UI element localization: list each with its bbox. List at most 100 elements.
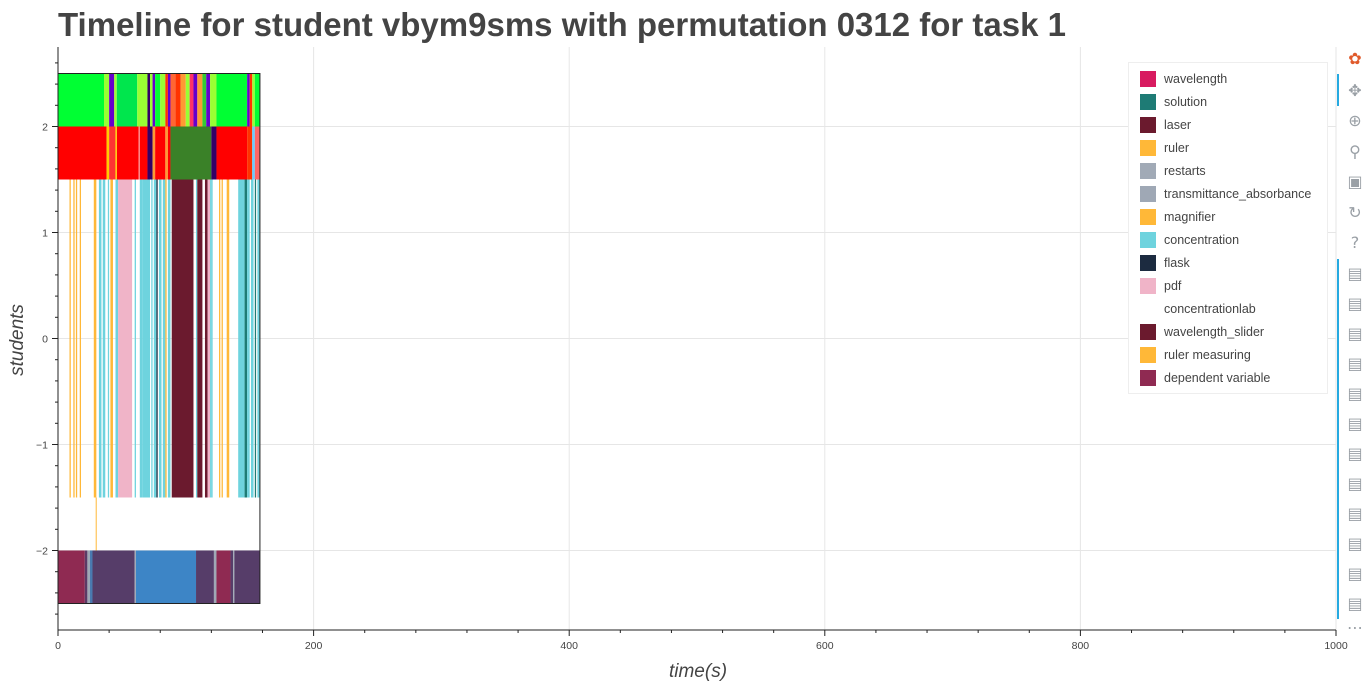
help-tool-icon[interactable]: ? bbox=[1350, 232, 1360, 252]
timeline-segment bbox=[216, 550, 231, 604]
hover-tool-icon[interactable]: ▤ bbox=[1347, 293, 1363, 313]
hover-tool-icon[interactable]: ▤ bbox=[1347, 383, 1363, 403]
x-tick-label: 600 bbox=[816, 640, 834, 652]
timeline-segment bbox=[202, 73, 207, 127]
legend-item[interactable]: concentration bbox=[1129, 228, 1327, 251]
legend-label: magnifier bbox=[1164, 209, 1216, 224]
timeline-segment bbox=[204, 179, 208, 498]
legend-label: solution bbox=[1164, 94, 1208, 109]
timeline-segment bbox=[211, 179, 213, 498]
legend-item[interactable]: transmittance_absorbance bbox=[1129, 182, 1327, 205]
timeline-segment bbox=[75, 179, 78, 498]
timeline-segment bbox=[226, 179, 230, 498]
x-axis-label: time(s) bbox=[669, 661, 727, 682]
timeline-segment bbox=[116, 73, 138, 127]
chart-title: Timeline for student vbym9sms with permu… bbox=[58, 6, 1066, 43]
hover-tool-icon[interactable]: ▤ bbox=[1347, 503, 1363, 523]
timeline-segment bbox=[58, 73, 105, 127]
timeline-segment bbox=[138, 126, 140, 180]
hover-tool-icon[interactable]: ▤ bbox=[1347, 473, 1363, 493]
toolbar-divider bbox=[1337, 74, 1339, 106]
y-axis-label: students bbox=[7, 304, 28, 376]
hover-tool-icon[interactable]: ▤ bbox=[1347, 443, 1363, 463]
timeline-segment bbox=[213, 550, 217, 604]
legend-item[interactable]: magnifier bbox=[1129, 205, 1327, 228]
legend-swatch bbox=[1140, 116, 1156, 133]
timeline-segment bbox=[216, 73, 248, 127]
legend-item[interactable]: restarts bbox=[1129, 159, 1327, 182]
bokeh-logo-icon[interactable]: ✿ bbox=[1348, 48, 1362, 68]
legend-label: dependent variable bbox=[1164, 370, 1271, 385]
legend-label: concentration bbox=[1164, 232, 1240, 247]
timeline-segment bbox=[92, 550, 135, 604]
timeline-segment bbox=[175, 73, 181, 127]
timeline-segment bbox=[116, 126, 139, 180]
legend-label: ruler measuring bbox=[1164, 347, 1251, 362]
legend-label: wavelength bbox=[1164, 71, 1228, 86]
x-tick-label: 800 bbox=[1072, 640, 1090, 652]
legend-label: ruler bbox=[1164, 140, 1190, 155]
hover-tool-icon[interactable]: ▤ bbox=[1347, 593, 1363, 613]
timeline-segment bbox=[252, 73, 255, 127]
hover-tool-icon[interactable]: ▤ bbox=[1347, 263, 1363, 283]
timeline-segment bbox=[165, 179, 167, 498]
timeline-segment bbox=[254, 179, 257, 498]
legend-label: flask bbox=[1164, 255, 1190, 270]
legend-item[interactable]: flask bbox=[1129, 251, 1327, 274]
hover-tool-icon[interactable]: ▤ bbox=[1347, 533, 1363, 553]
timeline-segment bbox=[79, 179, 82, 498]
timeline-segment bbox=[249, 73, 253, 127]
save-tool-icon[interactable]: ▣ bbox=[1347, 171, 1363, 191]
timeline-segment bbox=[147, 73, 151, 127]
timeline-segment bbox=[230, 550, 234, 604]
timeline-segment bbox=[244, 179, 248, 498]
hover-tool-icon[interactable]: ▤ bbox=[1347, 563, 1363, 583]
legend-item[interactable]: concentrationlab bbox=[1129, 297, 1327, 320]
timeline-segment bbox=[152, 73, 156, 127]
hover-tool-icon[interactable]: ▤ bbox=[1347, 323, 1363, 343]
timeline-segment bbox=[151, 179, 153, 498]
legend-swatch bbox=[1140, 300, 1156, 317]
timeline-segment bbox=[254, 126, 260, 180]
box-zoom-tool-icon[interactable]: ⊕ bbox=[1348, 110, 1362, 130]
timeline-segment bbox=[134, 550, 136, 604]
legend-item[interactable]: pdf bbox=[1129, 274, 1327, 297]
timeline-segment bbox=[139, 179, 143, 498]
legend-item[interactable]: solution bbox=[1129, 90, 1327, 113]
timeline-segment bbox=[254, 73, 260, 127]
timeline-segment bbox=[171, 179, 194, 498]
timeline-segment bbox=[189, 73, 194, 127]
timeline-segment bbox=[69, 179, 71, 498]
timeline-segment bbox=[106, 126, 110, 180]
reset-tool-icon[interactable]: ↻ bbox=[1348, 202, 1362, 222]
timeline-segment bbox=[247, 126, 253, 180]
timeline-segment bbox=[197, 179, 203, 498]
legend-label: laser bbox=[1164, 117, 1192, 132]
legend-item[interactable]: ruler bbox=[1129, 136, 1327, 159]
timeline-segment bbox=[93, 179, 97, 498]
legend-swatch bbox=[1140, 346, 1156, 363]
legend-item[interactable]: ruler measuring bbox=[1129, 343, 1327, 366]
timeline-segment bbox=[211, 126, 217, 180]
legend-item[interactable]: dependent variable bbox=[1129, 366, 1327, 389]
grid-lines bbox=[57, 47, 1337, 630]
timeline-segment bbox=[216, 126, 248, 180]
hover-tool-icon[interactable]: ▤ bbox=[1347, 353, 1363, 373]
wheel-zoom-tool-icon[interactable]: ⚲ bbox=[1349, 141, 1361, 161]
hover-tool-icon[interactable]: ▤ bbox=[1347, 413, 1363, 433]
legend-item[interactable]: laser bbox=[1129, 113, 1327, 136]
timeline-segment bbox=[210, 73, 217, 127]
legend-swatch bbox=[1140, 93, 1156, 110]
legend-swatch bbox=[1140, 185, 1156, 202]
legend-item[interactable]: wavelength bbox=[1129, 67, 1327, 90]
timeline-segment bbox=[104, 73, 110, 127]
timeline-segment bbox=[233, 550, 235, 604]
timeline-segment bbox=[156, 179, 158, 498]
more-tools-icon[interactable]: ⋯ bbox=[1347, 617, 1363, 637]
timeline-segment bbox=[134, 179, 136, 498]
legend-item[interactable]: wavelength_slider bbox=[1129, 320, 1327, 343]
pan-tool-icon[interactable]: ✥ bbox=[1348, 80, 1362, 100]
chart-toolbar: ✿ ✥ ⊕ ⚲ ▣ ↻? ▤ ▤ ▤ ▤ ▤ ▤ ▤ ▤ ▤ ▤ ▤ ▤ ⋯ bbox=[1337, 44, 1366, 644]
timeline-segment bbox=[135, 550, 197, 604]
